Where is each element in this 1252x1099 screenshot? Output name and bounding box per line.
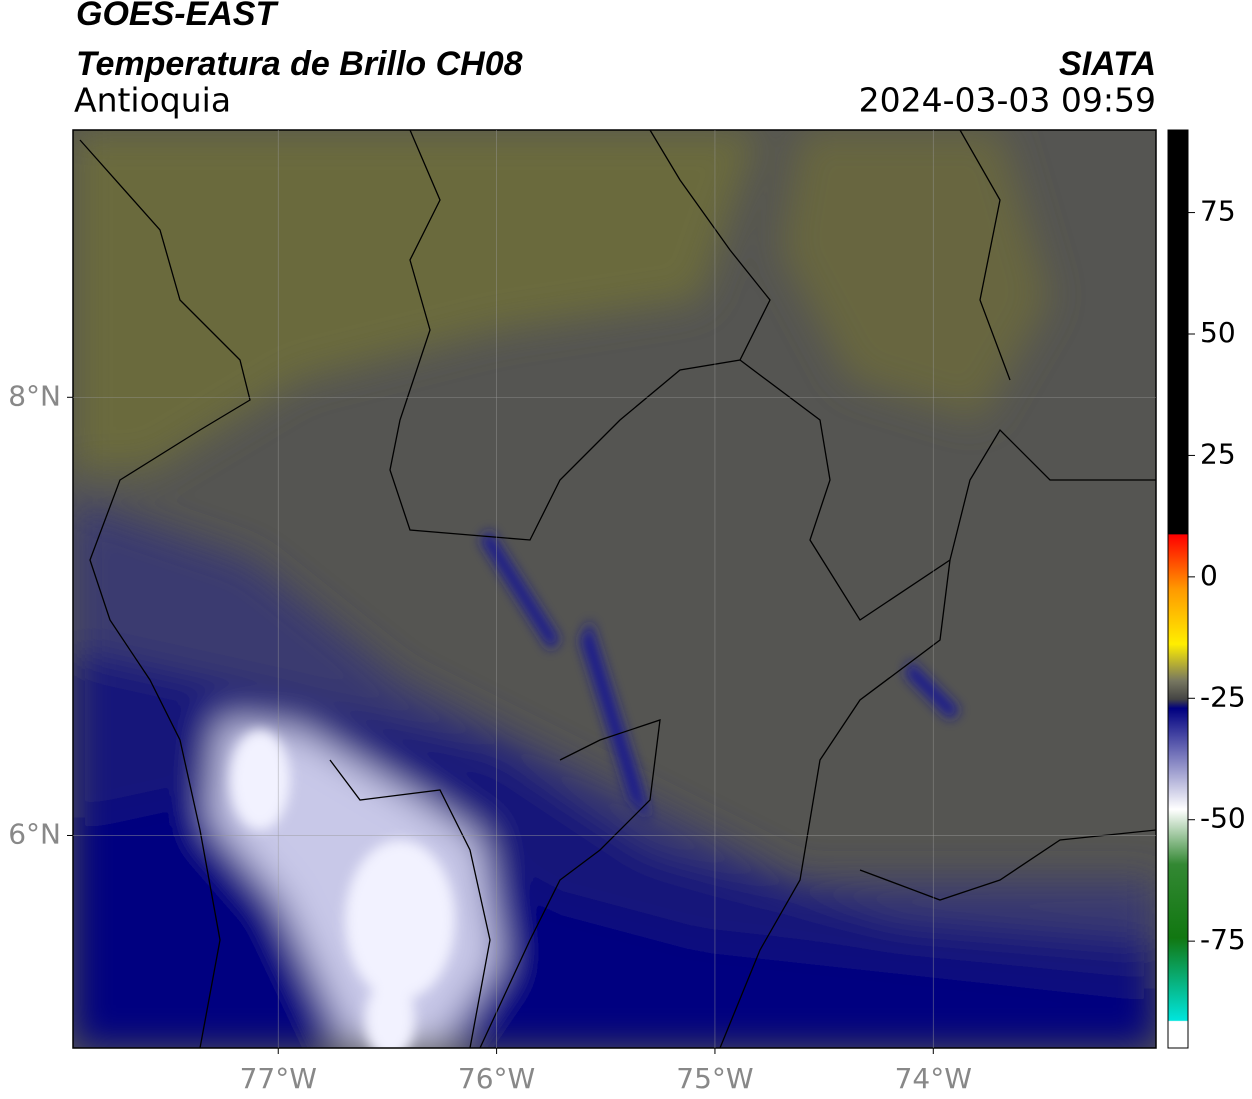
source: SIATA [1059, 45, 1156, 83]
title: GOES-EAST [76, 0, 279, 33]
x-tick-label: 74°W [895, 1062, 972, 1095]
colorbar-tick-label: -75 [1200, 923, 1246, 956]
colorbar [1167, 129, 1189, 1049]
colorbar-tick-label: -50 [1200, 802, 1246, 835]
satellite-image [73, 130, 1156, 1048]
borders [79, 130, 1156, 1048]
colorbar-tick-label: 0 [1200, 559, 1218, 592]
x-tick-label: 76°W [458, 1062, 535, 1095]
subtitle: Temperatura de Brillo CH08 [76, 45, 523, 83]
colorbar-tick-label: 75 [1200, 195, 1236, 228]
colorbar-tick-label: -25 [1200, 680, 1246, 713]
map-frame [72, 129, 1157, 1049]
x-tick-label: 77°W [240, 1062, 317, 1095]
region: Antioquia [74, 81, 231, 120]
x-tick-label: 75°W [676, 1062, 753, 1095]
colorbar-tick-label: 25 [1200, 437, 1236, 470]
colorbar-tick-label: 50 [1200, 316, 1236, 349]
y-tick-label: 6°N [8, 817, 61, 850]
y-tick-label: 8°N [8, 379, 61, 412]
datetime: 2024-03-03 09:59 [859, 81, 1156, 120]
